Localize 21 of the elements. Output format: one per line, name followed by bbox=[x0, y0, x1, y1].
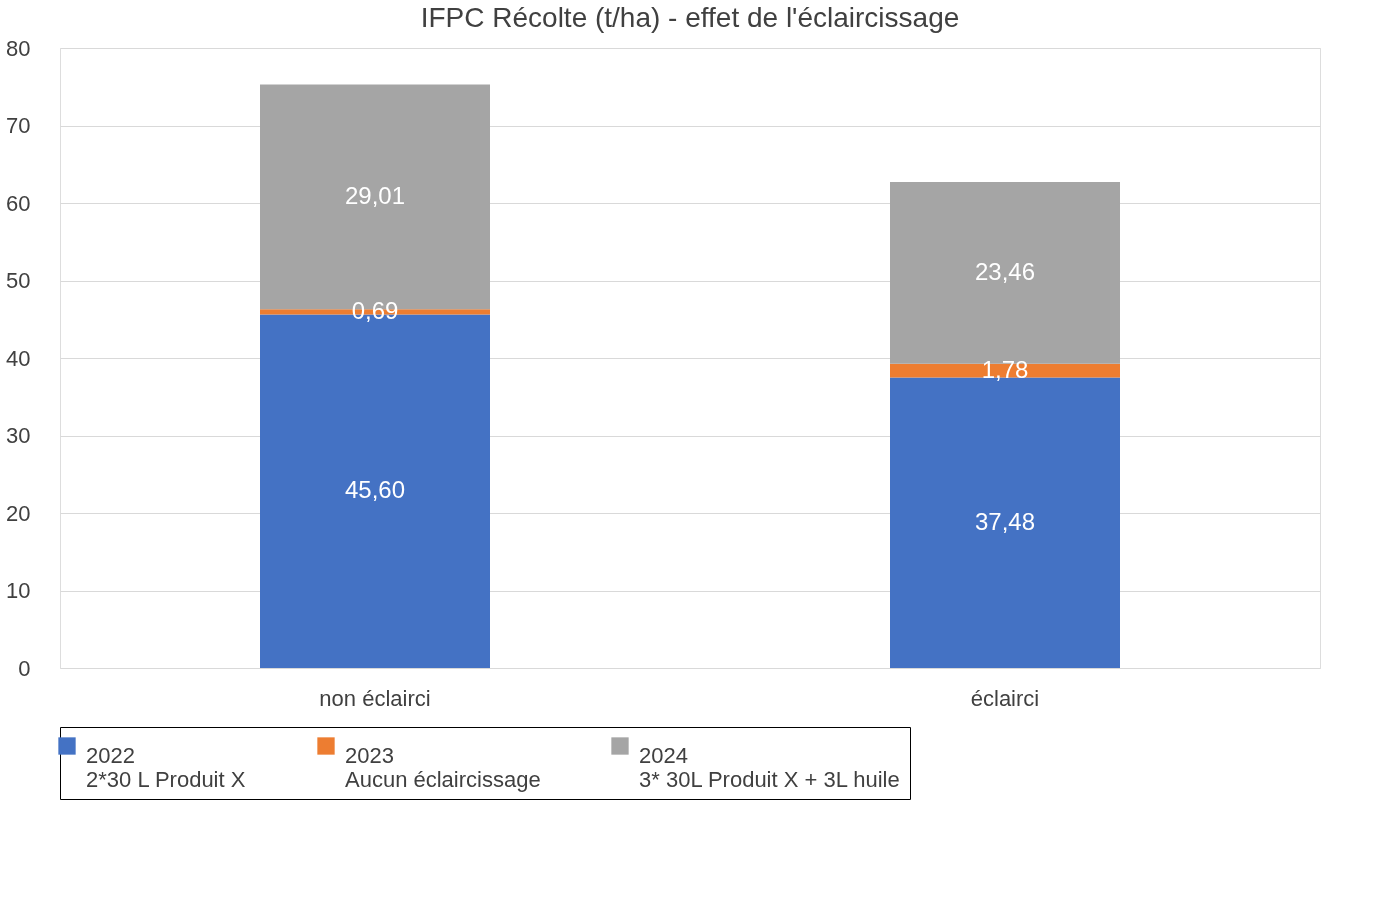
y-tick-label: 60 bbox=[6, 190, 31, 216]
x-tick-label: éclairci bbox=[970, 685, 1040, 711]
y-tick-label: 70 bbox=[6, 113, 31, 138]
legend-label: 2022 2*30 L Produit X bbox=[86, 743, 246, 792]
data-label: 23,46 bbox=[974, 257, 1036, 285]
y-tick-label: 80 bbox=[6, 35, 31, 61]
data-label: 1,78 bbox=[981, 355, 1029, 383]
y-tick-label: 30 bbox=[6, 423, 31, 448]
data-label: 29,01 bbox=[344, 181, 406, 209]
y-tick-label: 0 bbox=[18, 655, 31, 681]
data-label: 45,60 bbox=[344, 476, 406, 504]
data-label: 0,69 bbox=[351, 296, 399, 324]
legend-label: 2023 Aucun éclaircissage bbox=[345, 743, 541, 792]
y-tick-label: 40 bbox=[6, 345, 31, 371]
data-label: 37,48 bbox=[974, 507, 1036, 535]
chart-title: IFPC Récolte (t/ha) - effet de l'éclaircissage bbox=[420, 2, 960, 33]
y-tick-label: 20 bbox=[6, 500, 31, 526]
y-tick-label: 10 bbox=[6, 578, 31, 603]
legend-label: 2024 3* 30L Produit X + 3L huile bbox=[639, 743, 900, 792]
x-tick-label: non éclairci bbox=[319, 685, 431, 711]
y-tick-label: 50 bbox=[6, 268, 31, 293]
